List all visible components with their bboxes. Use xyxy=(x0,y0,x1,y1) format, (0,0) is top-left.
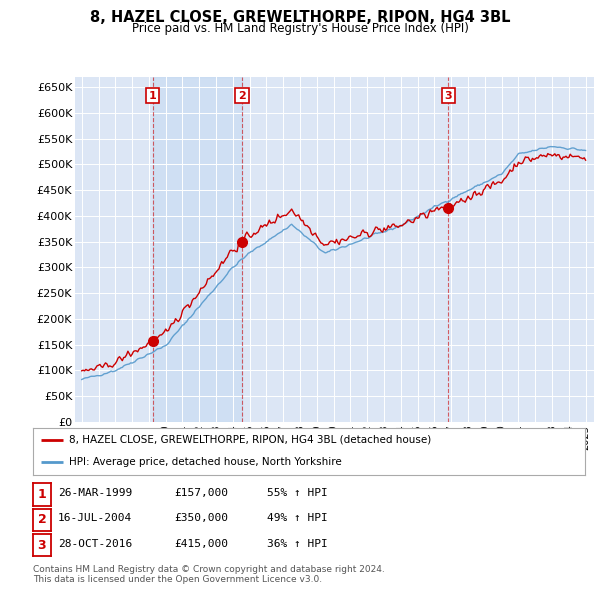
Text: 3: 3 xyxy=(445,90,452,100)
Text: 8, HAZEL CLOSE, GREWELTHORPE, RIPON, HG4 3BL (detached house): 8, HAZEL CLOSE, GREWELTHORPE, RIPON, HG4… xyxy=(69,435,431,444)
Text: £415,000: £415,000 xyxy=(174,539,228,549)
Text: 3: 3 xyxy=(38,539,46,552)
Text: 2: 2 xyxy=(238,90,246,100)
Text: Price paid vs. HM Land Registry's House Price Index (HPI): Price paid vs. HM Land Registry's House … xyxy=(131,22,469,35)
Bar xyxy=(153,77,242,422)
Text: 36% ↑ HPI: 36% ↑ HPI xyxy=(267,539,328,549)
Text: 55% ↑ HPI: 55% ↑ HPI xyxy=(267,488,328,498)
Text: £350,000: £350,000 xyxy=(174,513,228,523)
Text: 26-MAR-1999: 26-MAR-1999 xyxy=(58,488,133,498)
Text: 8, HAZEL CLOSE, GREWELTHORPE, RIPON, HG4 3BL: 8, HAZEL CLOSE, GREWELTHORPE, RIPON, HG4… xyxy=(90,10,510,25)
Text: 1: 1 xyxy=(149,90,157,100)
Text: HPI: Average price, detached house, North Yorkshire: HPI: Average price, detached house, Nort… xyxy=(69,457,341,467)
Text: 28-OCT-2016: 28-OCT-2016 xyxy=(58,539,133,549)
Text: 49% ↑ HPI: 49% ↑ HPI xyxy=(267,513,328,523)
Text: 2: 2 xyxy=(38,513,46,526)
Text: Contains HM Land Registry data © Crown copyright and database right 2024.
This d: Contains HM Land Registry data © Crown c… xyxy=(33,565,385,584)
Text: 16-JUL-2004: 16-JUL-2004 xyxy=(58,513,133,523)
Text: £157,000: £157,000 xyxy=(174,488,228,498)
Text: 1: 1 xyxy=(38,488,46,501)
